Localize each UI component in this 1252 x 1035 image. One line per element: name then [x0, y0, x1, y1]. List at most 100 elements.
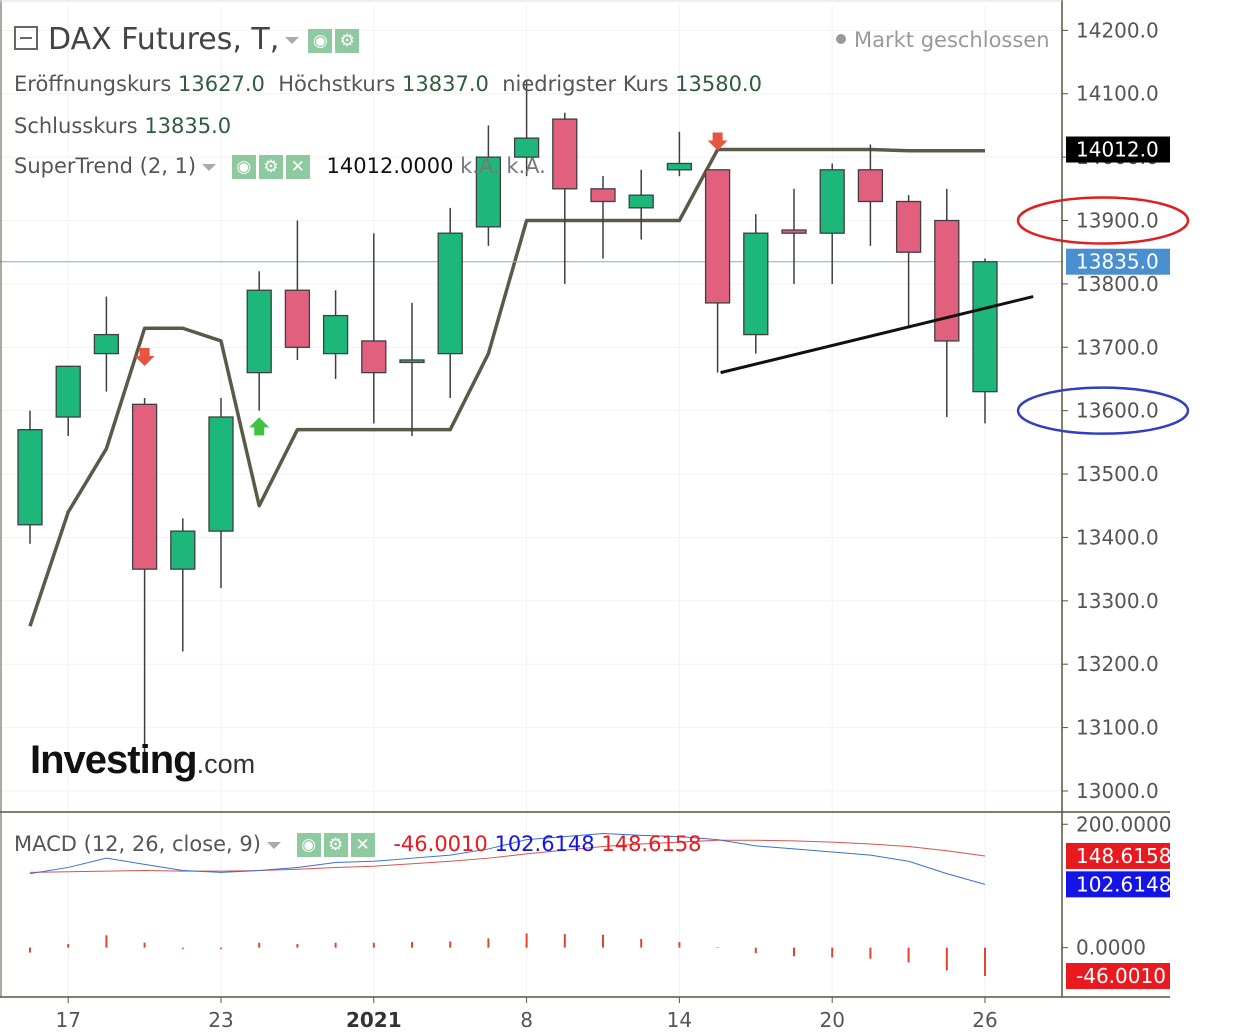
macd-name[interactable]: MACD (12, 26, close, 9) — [14, 832, 261, 856]
candle-body — [55, 365, 81, 418]
gear-icon[interactable]: ⚙ — [335, 28, 360, 53]
candle-body — [437, 232, 463, 355]
high-label: Höchstkurs — [278, 72, 396, 96]
candle-body — [934, 219, 960, 342]
close-icon[interactable]: ✕ — [350, 833, 375, 857]
candle-body — [819, 169, 845, 234]
candle-body — [781, 229, 807, 234]
chevron-down-icon[interactable] — [266, 841, 281, 849]
x-tick-label: 14 — [667, 1008, 692, 1032]
open-label: Eröffnungskurs — [14, 72, 172, 96]
y-tick-label: 13100.0 — [1076, 716, 1159, 740]
last-price-badge — [1066, 248, 1170, 275]
y-tick-label: 13500.0 — [1076, 462, 1159, 486]
candle-body — [361, 340, 387, 374]
candle-body — [170, 530, 196, 570]
candle-body — [552, 118, 578, 190]
macd-value-badge — [1066, 871, 1170, 898]
close-value: 13835.0 — [144, 114, 232, 138]
supertrend-name[interactable]: SuperTrend (2, 1) — [14, 154, 197, 178]
macd-value-badge — [1066, 842, 1170, 869]
price-grid — [0, 5, 1062, 997]
macd-value-label: -46.0010 — [1076, 964, 1166, 988]
candle-body — [475, 156, 502, 228]
last-price-label: 13835.0 — [1076, 250, 1159, 274]
close-label: Schlusskurs — [14, 114, 138, 138]
candle-body — [131, 403, 158, 570]
candle-body — [972, 261, 998, 393]
chevron-down-icon[interactable] — [285, 37, 300, 44]
low-value: 13580.0 — [675, 72, 762, 96]
candle-body — [895, 200, 922, 253]
macd-value-badge — [1066, 963, 1170, 990]
gear-icon[interactable]: ⚙ — [258, 155, 283, 179]
macd-panel — [29, 833, 986, 977]
macd-legend: MACD (12, 26, close, 9) ◉ ⚙ ✕ -46.0010 102… — [14, 832, 702, 857]
macd-line-value: 102.6148 — [494, 832, 595, 856]
candle-body — [246, 289, 272, 374]
y-tick-label: 13700.0 — [1076, 335, 1159, 359]
macd-value-label: 148.6158 — [1076, 844, 1171, 868]
candle-body — [666, 162, 693, 171]
candle-body — [743, 232, 769, 336]
investing-logo: Investing.com — [30, 738, 256, 782]
x-tick-label: 23 — [208, 1008, 233, 1032]
candle-body — [17, 429, 43, 526]
trend-line — [720, 295, 1034, 375]
status-text: Markt geschlossen — [854, 28, 1050, 52]
supertrend-legend: SuperTrend (2, 1) ◉ ⚙ ✕ 14012.0000 k.A. k.… — [14, 154, 546, 179]
supertrend-extra-1: k.A. — [460, 154, 500, 178]
eye-icon[interactable]: ◉ — [308, 28, 333, 53]
y-tick-label: 14200.0 — [1076, 18, 1159, 42]
collapse-icon[interactable] — [14, 25, 38, 50]
price-panel — [0, 81, 1190, 753]
candle-body — [513, 137, 540, 158]
y-tick-label: 13200.0 — [1076, 652, 1159, 676]
instrument-name[interactable]: DAX Futures, T, — [48, 22, 280, 57]
x-tick-label: 17 — [55, 1008, 80, 1032]
open-value: 13627.0 — [178, 72, 265, 96]
macd-tick-label: 0.0000 — [1076, 936, 1146, 960]
market-status: Markt geschlossen — [836, 28, 1050, 52]
macd-hist-value: -46.0010 — [393, 832, 488, 856]
supertrend-line — [28, 147, 985, 627]
macd-signal-value: 148.6158 — [601, 832, 702, 856]
macd-tick-label: 200.0000 — [1076, 812, 1171, 836]
y-tick-label: 13000.0 — [1076, 779, 1159, 803]
chevron-down-icon[interactable] — [202, 163, 217, 171]
gear-icon[interactable]: ⚙ — [323, 833, 348, 857]
y-tick-label: 13300.0 — [1076, 589, 1159, 613]
supertrend-extra-2: k.A. — [506, 154, 546, 178]
x-tick-label: 2021 — [346, 1008, 402, 1032]
y-tick-label: 13900.0 — [1076, 209, 1159, 233]
sell-arrow-icon — [134, 347, 155, 366]
candle-body — [322, 314, 349, 355]
low-label: niedrigster Kurs — [502, 72, 669, 96]
buy-arrow-icon — [249, 417, 270, 436]
candle-body — [628, 194, 654, 209]
candle-body — [208, 416, 234, 532]
candle-body — [857, 169, 884, 203]
supertrend-price-badge — [1066, 136, 1170, 163]
candle-body — [704, 169, 731, 304]
macd-value-label: 102.6148 — [1076, 872, 1171, 896]
y-tick-label: 13600.0 — [1076, 399, 1159, 423]
candle-body — [399, 359, 425, 364]
y-tick-label: 14100.0 — [1076, 82, 1159, 106]
eye-icon[interactable]: ◉ — [296, 833, 321, 857]
chart-title: DAX Futures, T, ◉ ⚙ — [14, 22, 360, 57]
sell-arrow-icon — [707, 132, 728, 151]
close-icon[interactable]: ✕ — [285, 155, 310, 179]
high-value: 13837.0 — [402, 72, 489, 96]
eye-icon[interactable]: ◉ — [231, 155, 256, 179]
macd-line — [29, 833, 986, 885]
x-tick-label: 26 — [972, 1008, 997, 1032]
highlight-ellipse — [1016, 386, 1190, 435]
y-tick-label: 13800.0 — [1076, 272, 1159, 296]
close-line: Schlusskurs 13835.0 — [14, 114, 231, 138]
supertrend-price-label: 14012.0 — [1076, 138, 1159, 162]
supertrend-value: 14012.0000 — [326, 154, 454, 178]
x-tick-label: 8 — [520, 1008, 533, 1032]
y-tick-label: 13400.0 — [1076, 525, 1159, 549]
